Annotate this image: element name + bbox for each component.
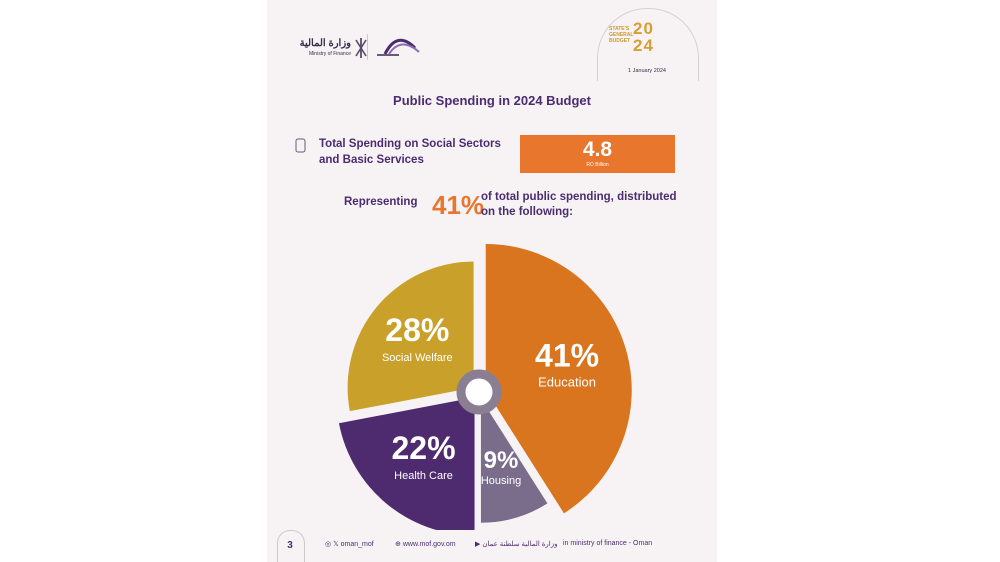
pie-category-label: Health Care — [394, 470, 453, 482]
infographic-page: وزارة المالية Ministry of Finance STATE'… — [267, 0, 717, 562]
website-link[interactable]: ⊕ www.mof.gov.om — [395, 540, 456, 548]
instagram-icon: ◎ — [325, 541, 332, 548]
pie-slice-social-welfare — [347, 261, 474, 412]
badge-line-2: GENERAL — [609, 32, 634, 38]
badge-line-1: STATE'S — [609, 26, 630, 32]
pie-center-ring — [456, 369, 502, 415]
x-icon: 𝕏 — [333, 541, 339, 548]
total-label-line-1: Total Spending on Social Sectors — [319, 138, 501, 150]
website-text: www.mof.gov.om — [402, 541, 456, 548]
pie-percent-label: 41% — [535, 337, 599, 373]
pie-percent-label: 22% — [391, 430, 455, 466]
social-handle[interactable]: ◎ 𝕏 oman_mof — [325, 540, 374, 548]
social-handle-text: oman_mof — [340, 541, 374, 548]
total-unit: RO Billion — [586, 162, 609, 168]
header-divider — [367, 34, 368, 60]
youtube-link[interactable]: ▶ وزارة المالية سلطنة عمان — [475, 540, 557, 548]
vision-logo-icon — [377, 38, 420, 56]
representing-line-1: of total public spending, distributed — [481, 191, 677, 203]
ministry-logo: وزارة المالية Ministry of Finance — [289, 36, 369, 62]
document-icon — [295, 138, 306, 153]
linkedin-text: ministry of finance - Oman — [570, 540, 653, 547]
footer: 3 ◎ 𝕏 oman_mof ⊕ www.mof.gov.om ▶ وزارة … — [267, 528, 717, 562]
pie-percent-label: 9% — [484, 447, 519, 474]
youtube-icon: ▶ — [475, 541, 481, 548]
budget-badge: STATE'S GENERAL BUDGET 2024 — [607, 20, 687, 60]
emblem-icon — [355, 38, 367, 58]
badge-line-3: BUDGET — [609, 38, 631, 44]
ministry-name-ar: وزارة المالية — [299, 38, 351, 49]
page-number-frame — [277, 530, 305, 562]
pie-slice-education — [485, 244, 632, 514]
representing-percent: 41% — [432, 190, 485, 220]
globe-icon: ⊕ — [395, 541, 401, 548]
linkedin-icon: in — [563, 540, 569, 547]
pie-slice-housing — [480, 398, 548, 523]
pie-slice-health-care — [338, 397, 475, 530]
total-value: 4.8 — [582, 138, 613, 161]
pie-category-label: Education — [538, 374, 596, 389]
pie-percent-label: 28% — [385, 312, 449, 348]
spending-pie-chart: 41%Education 9%Housing 22% Health Care 28% So… — [338, 244, 632, 530]
pie-category-label: Housing — [481, 475, 521, 487]
total-value-box: 4.8 RO Billion — [520, 135, 675, 173]
arabic-handle-text: وزارة المالية سلطنة عمان — [482, 541, 558, 548]
total-spending-label: Total Spending on Social Sectors and Bas… — [319, 136, 509, 168]
badge-year: 2024 — [633, 19, 654, 55]
representing-prefix: Representing — [344, 196, 418, 208]
linkedin-link[interactable]: in ministry of finance - Oman — [563, 540, 652, 547]
representing-line-2: on the following: — [481, 206, 573, 218]
representing-suffix: of total public spending, distributed on… — [481, 190, 677, 220]
ministry-name-en: Ministry of Finance — [309, 51, 351, 57]
pie-category-label: Social Welfare — [382, 352, 453, 364]
page-title: Public Spending in 2024 Budget — [393, 93, 591, 108]
budget-date: 1 January 2024 — [628, 68, 666, 74]
page-number: 3 — [287, 540, 293, 551]
total-label-line-2: and Basic Services — [319, 154, 424, 166]
